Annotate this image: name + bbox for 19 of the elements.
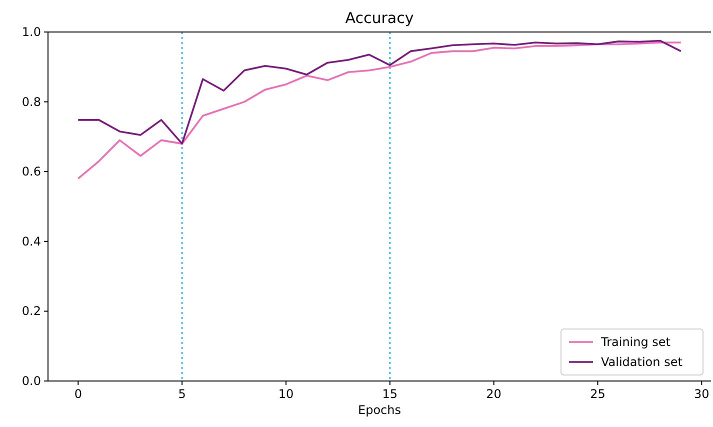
x-axis-title: Epochs xyxy=(358,403,401,417)
x-tick-label: 20 xyxy=(486,387,502,401)
y-tick-label: 0.2 xyxy=(22,304,41,318)
legend-label: Training set xyxy=(600,335,671,349)
x-tick-label: 30 xyxy=(694,387,710,401)
y-tick-label: 0.8 xyxy=(22,94,41,109)
y-tick-label: 0.6 xyxy=(22,164,41,179)
x-tick-label: 0 xyxy=(74,387,82,401)
y-tick-label: 0.4 xyxy=(22,234,41,248)
line-series xyxy=(77,40,682,145)
x-tick-label: 10 xyxy=(278,387,294,401)
y-tick-label: 1.0 xyxy=(22,25,41,39)
line-series xyxy=(77,42,682,180)
x-tick-label: 15 xyxy=(382,387,398,401)
x-tick-label: 5 xyxy=(178,387,186,401)
chart-title: Accuracy xyxy=(345,9,414,27)
y-tick-label: 0.0 xyxy=(22,374,41,388)
x-tick-label: 25 xyxy=(590,387,606,401)
legend-label: Validation set xyxy=(601,355,683,369)
